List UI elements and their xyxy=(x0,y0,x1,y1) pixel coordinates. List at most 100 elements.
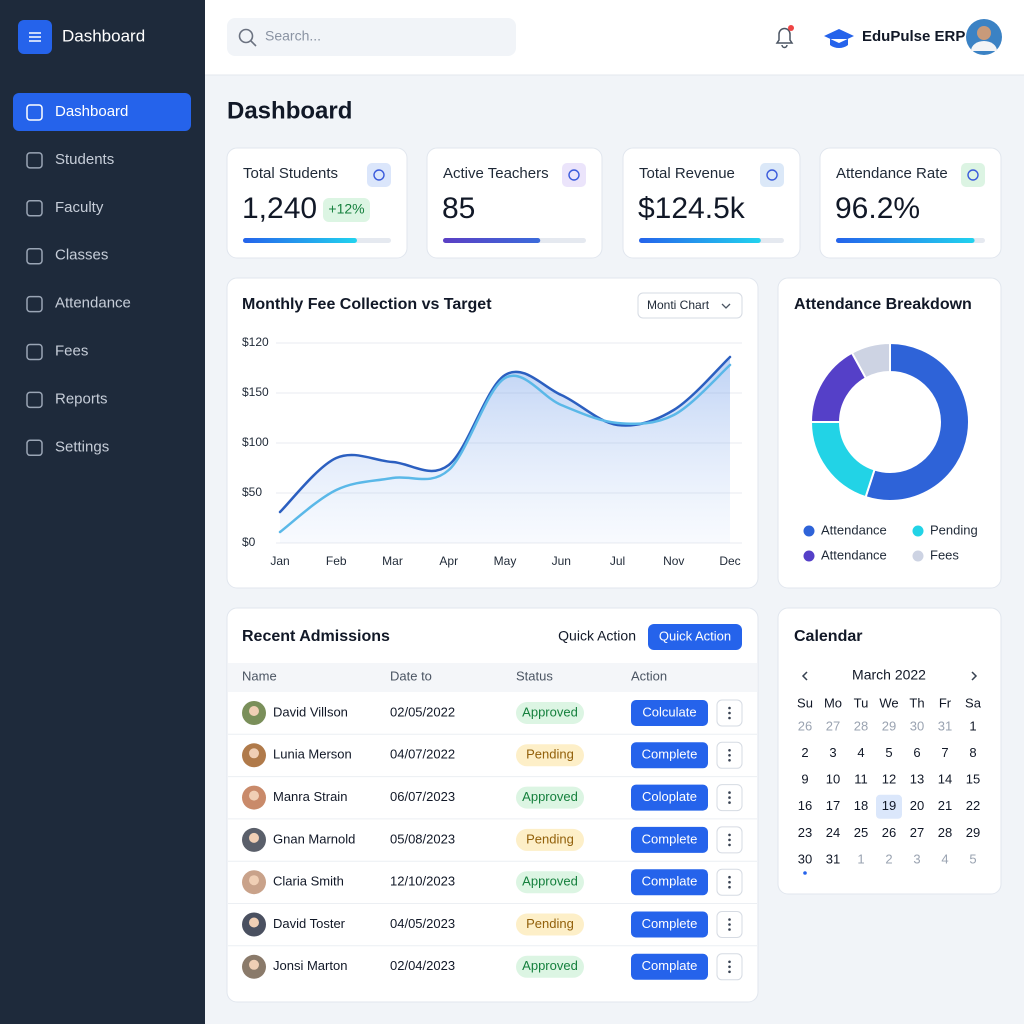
calendar-day[interactable]: 3 xyxy=(913,851,920,866)
calendar-day[interactable]: 18 xyxy=(854,798,868,813)
row-name: Manra Strain xyxy=(273,789,347,804)
status-label: Approved xyxy=(522,789,578,804)
calendar-day[interactable]: 31 xyxy=(826,851,840,866)
calendar-day[interactable]: 20 xyxy=(910,798,924,813)
search-box[interactable] xyxy=(227,18,516,56)
stat-label: Total Students xyxy=(243,165,338,182)
action-button[interactable] xyxy=(631,742,708,769)
calendar-day[interactable]: 25 xyxy=(854,825,868,840)
calendar-day[interactable]: 7 xyxy=(941,745,948,760)
action-button[interactable] xyxy=(631,784,708,811)
x-tick-label: Jul xyxy=(610,554,625,568)
x-tick-label: May xyxy=(494,554,517,568)
donut-segment xyxy=(864,341,970,502)
calendar-day[interactable]: 26 xyxy=(798,718,812,733)
action-button-label: Complete xyxy=(642,831,698,846)
calendar-day[interactable]: 28 xyxy=(854,718,868,733)
more-dot xyxy=(728,791,731,794)
calendar-day[interactable]: 30 xyxy=(910,718,924,733)
calendar-day[interactable]: 4 xyxy=(941,851,948,866)
calendar-day[interactable]: 1 xyxy=(969,718,976,733)
weekday: Tu xyxy=(854,695,869,710)
calendar-day[interactable]: 17 xyxy=(826,798,840,813)
stat-label: Total Revenue xyxy=(639,165,735,182)
calendar-day[interactable]: 27 xyxy=(826,718,840,733)
progress-fill xyxy=(836,238,975,243)
action-button-label: Complate xyxy=(642,958,698,973)
stat-icon-glyph xyxy=(967,169,979,181)
calendar-day[interactable]: 10 xyxy=(826,772,840,787)
stat-icon-glyph xyxy=(568,169,580,181)
calendar-day[interactable]: 29 xyxy=(966,825,980,840)
calendar-day[interactable]: 21 xyxy=(938,798,952,813)
row-avatar-face xyxy=(249,706,259,716)
calendar-next[interactable] xyxy=(971,671,978,681)
legend-label: Attendance xyxy=(821,547,887,562)
more-dot xyxy=(728,843,731,847)
action-button[interactable] xyxy=(631,953,708,980)
legend-dot xyxy=(803,550,815,562)
status-pill xyxy=(516,786,584,809)
row-name: Jonsi Marton xyxy=(273,958,347,973)
calendar-prev[interactable] xyxy=(801,671,808,681)
calendar-day[interactable]: 23 xyxy=(798,825,812,840)
search-placeholder: Search... xyxy=(265,28,321,44)
x-tick-label: Apr xyxy=(439,554,458,568)
calendar-day[interactable]: 19 xyxy=(882,798,896,813)
row-name: David Toster xyxy=(273,916,346,931)
calendar-day[interactable]: 6 xyxy=(913,745,920,760)
action-button[interactable] xyxy=(631,700,708,726)
calendar-day[interactable]: 11 xyxy=(854,772,868,787)
quick-action-button[interactable] xyxy=(648,624,742,650)
action-button[interactable] xyxy=(631,869,708,896)
calendar-day[interactable]: 22 xyxy=(966,798,980,813)
calendar-day[interactable]: 8 xyxy=(969,745,976,760)
nav-label: Dashboard xyxy=(55,103,128,120)
calendar-day[interactable]: 15 xyxy=(966,772,980,787)
search-icon-handle xyxy=(250,40,257,47)
chart-dropdown-label: Monti Chart xyxy=(647,298,710,312)
action-button[interactable] xyxy=(631,911,708,938)
calendar-day[interactable]: 3 xyxy=(829,745,836,760)
calendar-day[interactable]: 9 xyxy=(801,772,808,787)
calendar-day[interactable]: 5 xyxy=(969,851,976,866)
more-dot xyxy=(728,749,731,752)
notification-bell[interactable] xyxy=(775,27,794,49)
chart-dropdown[interactable] xyxy=(637,292,743,319)
calendar-day[interactable]: 1 xyxy=(857,851,864,866)
calendar-day[interactable]: 27 xyxy=(910,825,924,840)
x-tick-label: Dec xyxy=(719,554,740,568)
nav-icon xyxy=(26,247,43,265)
calendar-day[interactable]: 14 xyxy=(938,772,952,787)
area xyxy=(280,357,730,543)
calendar-day[interactable]: 4 xyxy=(857,745,864,760)
nav-label: Classes xyxy=(55,247,108,264)
chart-title: Monthly Fee Collection vs Target xyxy=(242,296,492,313)
stat-card xyxy=(622,147,801,259)
status-pill xyxy=(516,744,584,767)
nav-item[interactable] xyxy=(13,333,191,371)
calendar-day[interactable]: 24 xyxy=(826,825,840,840)
nav-item-active[interactable] xyxy=(13,93,191,131)
status-label: Pending xyxy=(526,916,574,931)
calendar-day[interactable]: 2 xyxy=(885,851,892,866)
calendar-day[interactable]: 28 xyxy=(938,825,952,840)
more-dot xyxy=(728,960,731,964)
calendar-day[interactable]: 31 xyxy=(938,718,952,733)
more-dot xyxy=(728,918,731,921)
donut-segment xyxy=(850,341,891,380)
stat-value: 96.2% xyxy=(835,192,920,225)
calendar-day[interactable]: 2 xyxy=(801,745,808,760)
stat-value: 1,240 xyxy=(242,192,317,225)
calendar-day[interactable]: 13 xyxy=(910,772,924,787)
more-dot xyxy=(728,970,731,974)
calendar-day[interactable]: 5 xyxy=(885,745,892,760)
stat-icon xyxy=(367,163,391,187)
nav-label: Settings xyxy=(55,438,109,455)
calendar-day[interactable]: 29 xyxy=(882,718,896,733)
calendar-day[interactable]: 12 xyxy=(882,772,896,787)
calendar-day[interactable]: 26 xyxy=(882,825,896,840)
calendar-day[interactable]: 16 xyxy=(798,798,812,813)
calendar-day[interactable]: 30 xyxy=(798,851,812,866)
action-button[interactable] xyxy=(631,826,708,853)
